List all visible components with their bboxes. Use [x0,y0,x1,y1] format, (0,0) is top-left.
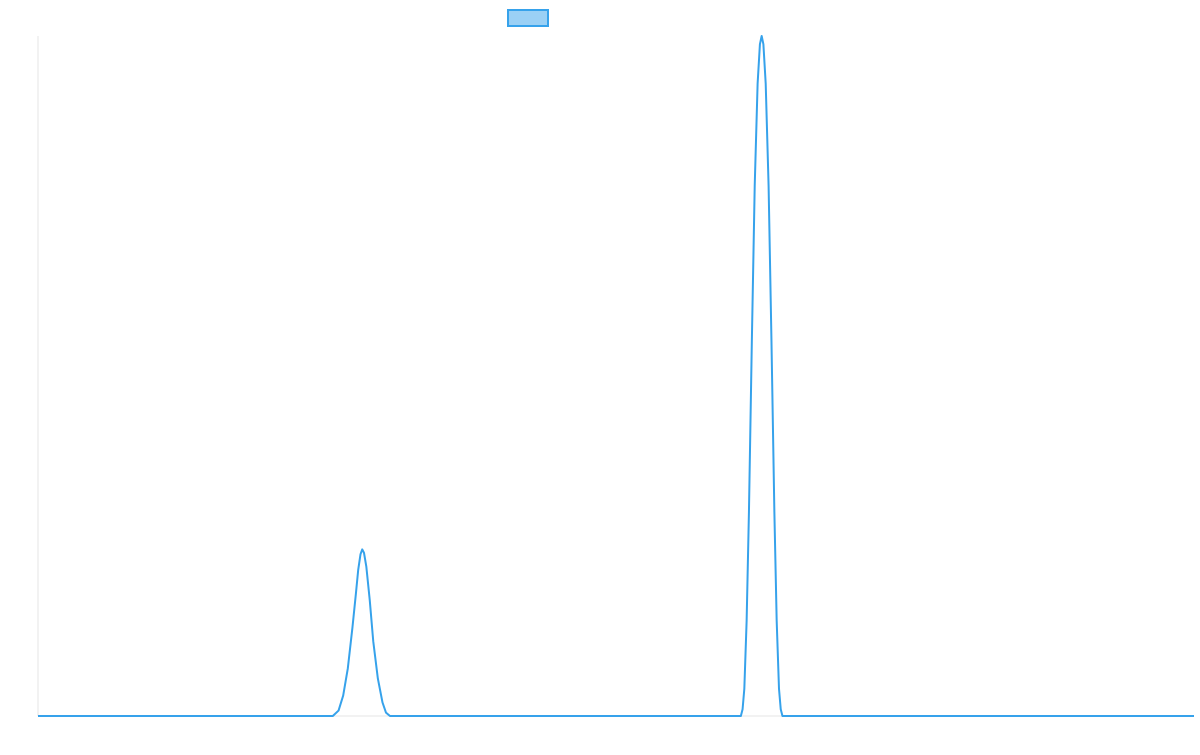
series-line [38,35,1194,717]
legend[interactable] [507,9,549,27]
legend-swatch[interactable] [507,9,549,27]
series-layer [38,35,1194,717]
axes [37,36,1194,717]
